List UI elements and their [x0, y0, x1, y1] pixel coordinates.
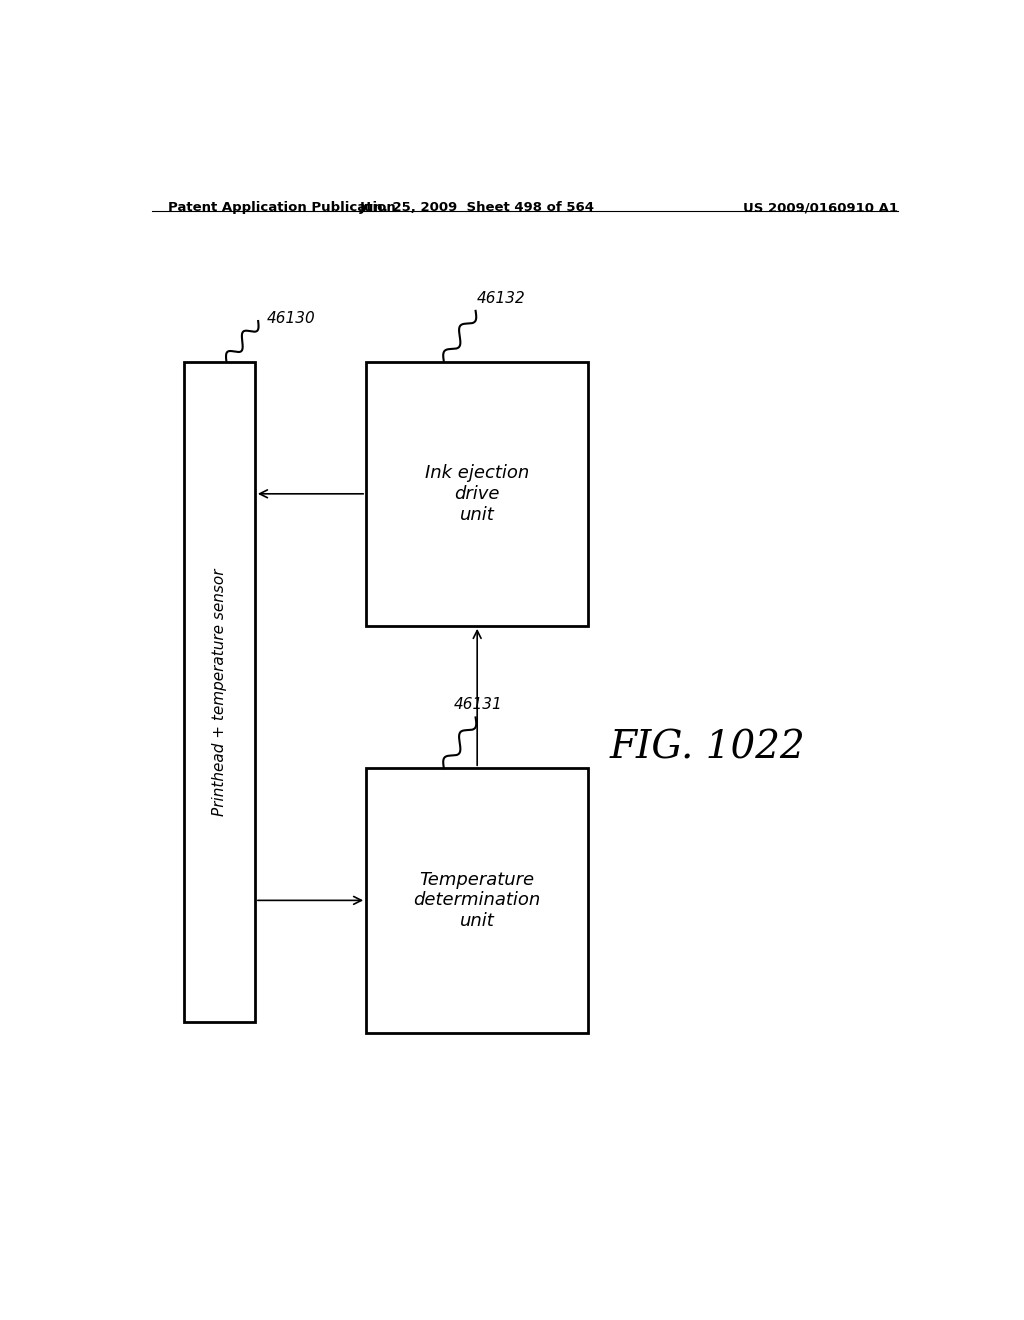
Text: Temperature
determination
unit: Temperature determination unit — [414, 871, 541, 931]
Text: 46132: 46132 — [477, 290, 526, 306]
Text: FIG. 1022: FIG. 1022 — [609, 730, 805, 767]
Text: 46131: 46131 — [454, 697, 502, 713]
Text: Ink ejection
drive
unit: Ink ejection drive unit — [425, 465, 529, 524]
Text: Jun. 25, 2009  Sheet 498 of 564: Jun. 25, 2009 Sheet 498 of 564 — [359, 201, 595, 214]
Text: US 2009/0160910 A1: US 2009/0160910 A1 — [742, 201, 898, 214]
Text: 46130: 46130 — [267, 312, 315, 326]
FancyBboxPatch shape — [367, 362, 588, 626]
Text: Printhead + temperature sensor: Printhead + temperature sensor — [212, 569, 226, 816]
Text: Patent Application Publication: Patent Application Publication — [168, 201, 395, 214]
FancyBboxPatch shape — [367, 768, 588, 1032]
FancyBboxPatch shape — [183, 362, 255, 1022]
